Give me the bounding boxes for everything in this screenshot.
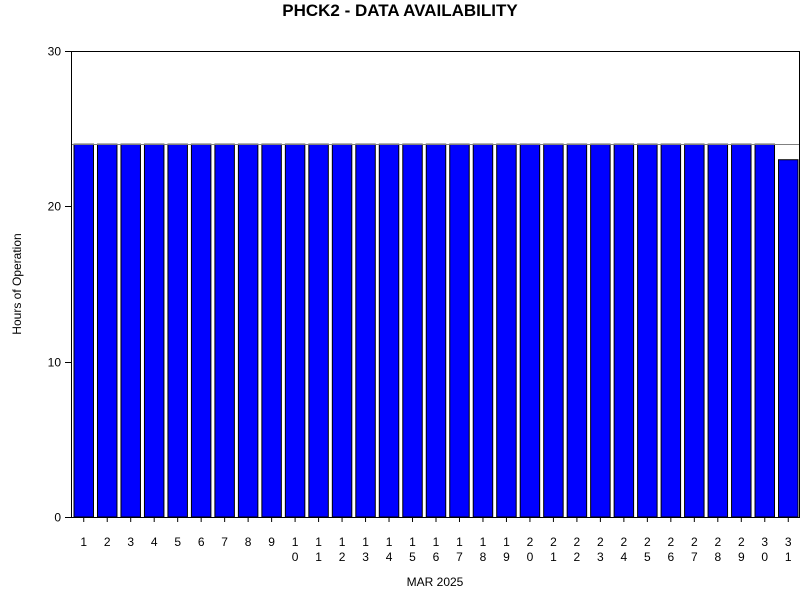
bar-day-16 (425, 143, 447, 518)
bar-day-2 (96, 143, 118, 518)
x-tick-label: 7 (221, 535, 228, 549)
bar-day-31 (778, 159, 799, 518)
bar-day-25 (637, 143, 658, 518)
bar-day-17 (449, 143, 470, 518)
y-tick-label: 0 (54, 511, 61, 525)
bar-day-28 (707, 143, 729, 518)
x-tick-label: 8 (245, 535, 252, 549)
bar-day-1 (73, 143, 94, 518)
bar-day-21 (543, 143, 564, 518)
bar-day-19 (496, 143, 517, 518)
bar-day-13 (355, 143, 376, 518)
bar-day-23 (590, 143, 611, 518)
bar-day-29 (731, 143, 752, 518)
bar-day-27 (684, 143, 705, 518)
bar-day-15 (402, 143, 423, 518)
chart-title: PHCK2 - DATA AVAILABILITY (282, 1, 518, 20)
bar-day-8 (237, 143, 259, 518)
bar-day-11 (308, 143, 329, 518)
x-tick-label: 2 (104, 535, 111, 549)
bar-day-10 (284, 143, 306, 518)
y-tick-label: 30 (48, 45, 62, 59)
y-axis-label: Hours of Operation (10, 233, 24, 334)
x-tick-label: 9 (268, 535, 275, 549)
x-axis-label: MAR 2025 (407, 575, 464, 589)
bar-day-4 (143, 143, 165, 518)
bar-day-3 (120, 143, 141, 518)
bar-day-30 (754, 143, 776, 518)
x-tick-label: 1 (80, 535, 87, 549)
x-tick-label: 5 (174, 535, 181, 549)
x-tick-label: 3 (127, 535, 134, 549)
bar-day-5 (167, 143, 188, 518)
bar-day-20 (519, 143, 541, 518)
bar-day-14 (378, 143, 400, 518)
bar-day-22 (566, 143, 588, 518)
y-axis: 0 10 20 30 (48, 45, 71, 525)
bar-day-18 (472, 143, 494, 518)
x-tick-label: 6 (198, 535, 205, 549)
bar-day-7 (214, 143, 235, 518)
bar-day-12 (331, 143, 353, 518)
bar-day-9 (261, 143, 282, 518)
bars-layer (73, 143, 799, 518)
x-axis: 1 2 3 4 5 6 7 8 9 1 01 11 21 31 41 51 61 71 81 92 02 12 22 32 42… (80, 517, 792, 564)
bar-day-6 (190, 143, 212, 518)
bar-day-26 (660, 143, 682, 518)
y-tick-label: 20 (48, 200, 62, 214)
y-tick-label: 10 (48, 356, 62, 370)
bar-day-24 (613, 143, 635, 518)
x-tick-label: 4 (151, 535, 158, 549)
